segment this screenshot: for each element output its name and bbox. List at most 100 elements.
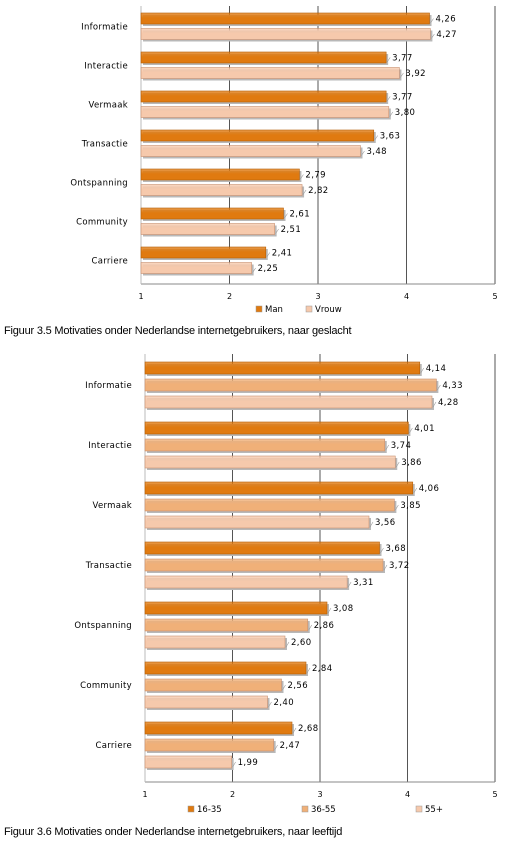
x-tick-label: 5 — [492, 292, 497, 301]
data-label-leader — [282, 684, 286, 691]
data-label: 3,48 — [366, 147, 387, 157]
data-label-leader — [268, 701, 272, 708]
data-label: 3,56 — [375, 518, 396, 528]
data-label: 2,56 — [288, 681, 309, 691]
bar-informatie-36-55 — [144, 378, 437, 392]
category-label: Interactie — [84, 61, 128, 71]
data-label-leader — [413, 487, 418, 494]
bar-transactie-vrouw — [140, 145, 361, 157]
x-tick-label: 1 — [138, 292, 143, 301]
x-tick-label: 3 — [317, 790, 322, 799]
data-label: 3,63 — [380, 132, 401, 142]
legend-label-55: 55+ — [425, 805, 443, 815]
data-label-leader — [420, 367, 425, 374]
chart-by-gender: 1 2 3 4 5 Informatie 4,26 4,27 Interactie 3,77 3,9… — [0, 0, 517, 320]
legend-swatch-16-35 — [187, 805, 195, 813]
data-label-leader — [275, 228, 279, 234]
data-label-leader — [292, 727, 297, 734]
bar-vermaak-man — [140, 90, 387, 103]
bar-community-16-35 — [144, 661, 307, 675]
x-tick-label: 5 — [492, 790, 497, 799]
category-label: Informatie — [85, 381, 132, 391]
data-label-leader — [380, 547, 384, 554]
data-label: 4,27 — [436, 30, 457, 40]
data-label: 3,85 — [400, 501, 421, 511]
x-tick-label: 1 — [142, 790, 147, 799]
data-label-leader — [432, 401, 437, 408]
data-label: 2,60 — [291, 638, 312, 648]
data-label-leader — [386, 96, 391, 102]
x-tick-label: 4 — [405, 790, 410, 799]
data-label: 2,40 — [274, 698, 295, 708]
category-label: Informatie — [81, 22, 128, 32]
data-label: 2,82 — [308, 186, 329, 196]
data-label: 2,51 — [281, 225, 302, 235]
chart-by-age-svg: 1 2 3 4 5 Informatie 4,14 4,33 4,28 Interactie 4,0… — [74, 354, 498, 815]
data-label: 2,61 — [289, 210, 310, 220]
category-label: Vermaak — [93, 501, 132, 511]
bar-transactie-55 — [144, 575, 348, 589]
bar-informatie-16-35 — [144, 361, 421, 375]
data-label: 2,41 — [272, 249, 293, 259]
figure-caption-3-5: Figuur 3.5 Motivaties onder Nederlandse … — [4, 325, 352, 337]
category-label: Carriere — [91, 256, 128, 266]
legend-label-16-35: 16-35 — [197, 805, 222, 815]
category-label: Community — [76, 217, 128, 227]
data-label-leader — [430, 18, 434, 24]
data-label-leader — [266, 252, 271, 258]
legend-label-vrouw: Vrouw — [315, 305, 342, 315]
data-label-leader — [347, 581, 352, 588]
data-label-leader — [409, 427, 413, 434]
data-label: 2,84 — [312, 664, 333, 674]
bar-vermaak-36-55 — [144, 498, 395, 512]
category-label: Interactie — [88, 441, 132, 451]
bar-ontspanning-55 — [144, 635, 286, 649]
bar-interactie-16-35 — [144, 421, 409, 435]
chart-by-gender-svg: 1 2 3 4 5 Informatie 4,26 4,27 Interactie 3,77 3,9… — [70, 6, 498, 315]
data-label: 3,92 — [405, 69, 426, 79]
bar-community-vrouw — [140, 223, 275, 235]
category-label: Community — [80, 681, 132, 691]
legend-label-36-55: 36-55 — [311, 805, 336, 815]
bar-informatie-vrouw — [140, 28, 431, 40]
bar-transactie-36-55 — [144, 558, 384, 572]
x-tick-label: 2 — [227, 292, 232, 301]
bar-carriere-36-55 — [144, 738, 274, 752]
data-label-leader — [252, 267, 256, 273]
data-label: 2,25 — [258, 264, 279, 274]
bar-carriere-55 — [144, 755, 232, 769]
data-label: 3,77 — [392, 54, 413, 64]
bar-interactie-55 — [144, 455, 396, 469]
x-tick-label: 3 — [315, 292, 320, 301]
data-label: 3,80 — [395, 108, 416, 118]
data-label: 4,28 — [438, 398, 459, 408]
data-label: 4,33 — [442, 381, 463, 391]
category-label: Ontspanning — [70, 178, 128, 188]
data-label-leader — [385, 444, 390, 451]
bar-vermaak-vrouw — [140, 106, 390, 118]
bar-vermaak-16-35 — [144, 481, 414, 495]
bar-carriere-16-35 — [144, 721, 293, 735]
data-label-leader — [308, 624, 313, 631]
bar-community-55 — [144, 695, 268, 709]
bar-community-man — [140, 207, 284, 220]
data-label: 3,08 — [333, 604, 354, 614]
data-label-leader — [302, 189, 307, 195]
data-label-leader — [374, 135, 379, 141]
data-label: 4,26 — [436, 15, 457, 25]
data-label: 2,68 — [298, 724, 319, 734]
data-label: 3,86 — [401, 458, 422, 468]
bar-interactie-36-55 — [144, 438, 386, 452]
data-label: 4,06 — [419, 484, 440, 494]
category-label: Transactie — [81, 139, 128, 149]
data-label: 4,14 — [426, 364, 447, 374]
bar-ontspanning-16-35 — [144, 601, 328, 615]
data-label-leader — [284, 213, 288, 219]
data-label-leader — [369, 521, 374, 528]
data-label-leader — [383, 564, 388, 571]
bar-interactie-vrouw — [140, 67, 400, 79]
data-label: 2,79 — [305, 171, 326, 181]
data-label-leader — [395, 504, 399, 511]
data-label: 3,74 — [391, 441, 412, 451]
legend-swatch-vrouw — [305, 305, 313, 313]
